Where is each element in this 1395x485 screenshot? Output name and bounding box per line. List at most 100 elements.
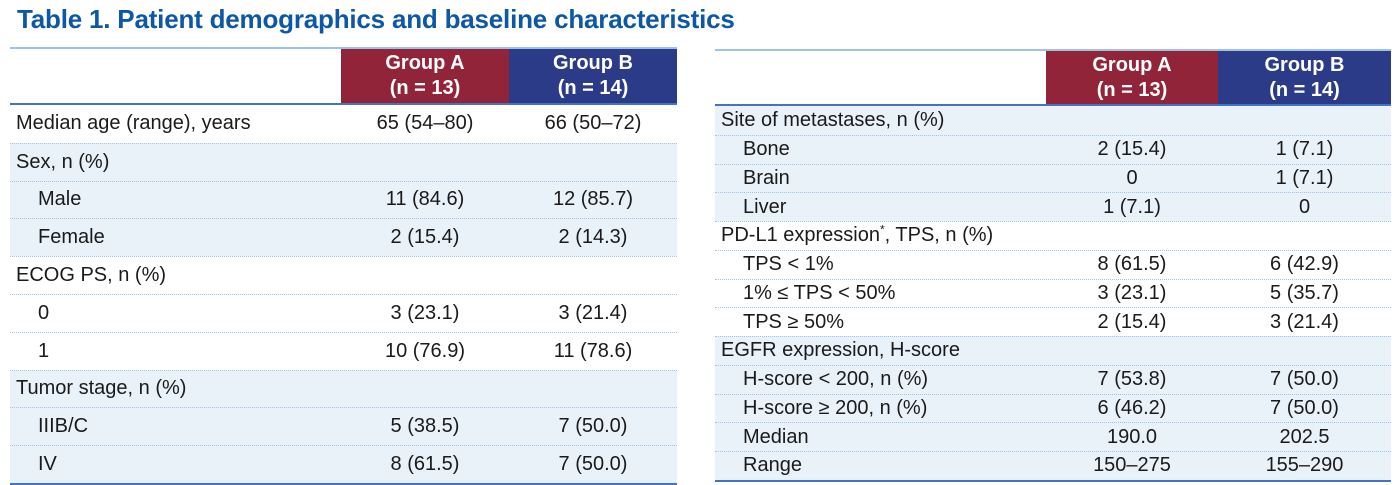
table-row-item: H-score ≥ 200, n (%) 6 (46.2) 7 (50.0) (715, 393, 1391, 423)
value-group-b: 7 (50.0) (558, 453, 628, 476)
table-row-item: IV 8 (61.5) 7 (50.0) (10, 445, 677, 483)
row-label: H-score < 200, n (%) (743, 368, 929, 391)
value-group-b: 6 (42.9) (1270, 253, 1339, 276)
group-b-label: Group B (553, 52, 633, 74)
value-group-b: 1 (7.1) (1275, 166, 1334, 189)
value-group-b: 7 (50.0) (1270, 368, 1339, 391)
group-b-header: Group B (n = 14) (509, 49, 677, 103)
row-label: Male (38, 188, 82, 211)
group-a-label: Group A (385, 52, 465, 74)
value-group-b: 66 (50–72) (544, 112, 642, 135)
page-title: Table 1. Patient demographics and baseli… (17, 4, 735, 34)
row-label: Bone (743, 138, 790, 161)
characteristics-table-right: Group A (n = 13) Group B (n = 14) Site o… (715, 49, 1391, 482)
group-b-n: (n = 14) (1269, 78, 1340, 101)
value-group-a: 190.0 (1106, 425, 1158, 448)
table-row-category: PD-L1 expression*, TPS, n (%) (715, 221, 1391, 250)
table-body: Site of metastases, n (%) Bone 2 (15.4) 1 (… (715, 106, 1391, 482)
row-label: Median (743, 425, 809, 448)
table-row-item: TPS < 1% 8 (61.5) 6 (42.9) (715, 249, 1391, 279)
table-row-item: Male 11 (84.6) 12 (85.7) (10, 180, 677, 219)
value-group-a: 11 (84.6) (385, 188, 465, 211)
group-a-label: Group A (1092, 53, 1172, 76)
table-row-item: Range 150–275 155–290 (715, 451, 1391, 480)
table-row-item: Bone 2 (15.4) 1 (7.1) (715, 134, 1391, 164)
row-label: Liver (743, 195, 787, 218)
value-group-b: 7 (50.0) (558, 415, 628, 438)
value-group-b: 5 (35.7) (1270, 281, 1339, 304)
table-body: Median age (range), years 65 (54–80) 66 (5… (10, 105, 677, 485)
value-group-a: 3 (23.1) (390, 301, 460, 324)
value-group-b: 1 (7.1) (1275, 138, 1334, 161)
header-label-spacer (10, 49, 341, 103)
table-row-category: EGFR expression, H-score (715, 336, 1391, 365)
row-label: Brain (743, 166, 790, 189)
table-row-item: Brain 0 1 (7.1) (715, 163, 1391, 193)
table-row-category: Site of metastases, n (%) (715, 106, 1391, 135)
row-label: Sex, n (%) (16, 150, 110, 173)
group-a-header: Group A (n = 13) (1046, 51, 1218, 104)
row-label: Tumor stage, n (%) (16, 377, 187, 400)
value-group-a: 2 (15.4) (390, 226, 460, 249)
value-group-a: 8 (61.5) (390, 453, 460, 476)
row-label: IV (38, 453, 57, 476)
row-label: H-score ≥ 200, n (%) (743, 396, 928, 419)
table-row-item: 1 10 (76.9) 11 (78.6) (10, 331, 677, 370)
header-label-spacer (715, 51, 1046, 104)
value-group-b: 7 (50.0) (1270, 396, 1339, 419)
row-label: ECOG PS, n (%) (16, 264, 167, 287)
table-row-item: Liver 1 (7.1) 0 (715, 192, 1391, 221)
value-group-b: 2 (14.3) (558, 226, 628, 249)
row-label: PD-L1 expression*, TPS, n (%) (721, 222, 994, 247)
row-label: 1% ≤ TPS < 50% (743, 281, 896, 304)
value-group-b: 3 (21.4) (558, 301, 628, 324)
value-group-a: 65 (54–80) (376, 112, 474, 135)
value-group-b: 155–290 (1265, 454, 1344, 477)
table-row-item: TPS ≥ 50% 2 (15.4) 3 (21.4) (715, 307, 1391, 336)
row-label: Range (743, 454, 802, 477)
table-row-item: 0 3 (23.1) 3 (21.4) (10, 293, 677, 332)
row-label: TPS ≥ 50% (743, 310, 845, 333)
row-label: EGFR expression, H-score (721, 339, 960, 362)
table-row-category: Tumor stage, n (%) (10, 369, 677, 408)
table-row-category: Median age (range), years 65 (54–80) 66 (5… (10, 105, 677, 143)
demographics-table-left: Group A (n = 13) Group B (n = 14) Median… (10, 47, 677, 485)
group-b-n: (n = 14) (557, 77, 629, 99)
row-label: Site of metastases, n (%) (721, 108, 945, 131)
value-group-a: 6 (46.2) (1097, 396, 1167, 419)
value-group-a: 150–275 (1093, 454, 1171, 477)
value-group-a: 2 (15.4) (1097, 138, 1167, 161)
group-b-header: Group B (n = 14) (1218, 51, 1391, 104)
table-row-item: H-score < 200, n (%) 7 (53.8) 7 (50.0) (715, 364, 1391, 394)
footnote-marker: * (879, 222, 885, 237)
value-group-a: 8 (61.5) (1097, 253, 1167, 276)
row-label: TPS < 1% (743, 253, 834, 276)
value-group-b: 3 (21.4) (1270, 310, 1339, 333)
value-group-b: 12 (85.7) (552, 188, 634, 211)
table-row-category: ECOG PS, n (%) (10, 256, 677, 294)
value-group-a: 0 (1126, 166, 1138, 189)
table-header-row: Group A (n = 13) Group B (n = 14) (10, 49, 677, 105)
table-row-item: IIIB/C 5 (38.5) 7 (50.0) (10, 407, 677, 446)
group-a-n: (n = 13) (389, 77, 461, 99)
row-label: Median age (range), years (16, 112, 251, 135)
value-group-b: 11 (78.6) (553, 339, 633, 362)
value-group-b: 0 (1298, 195, 1311, 218)
row-label: Female (38, 226, 105, 249)
row-label: 1 (38, 339, 50, 362)
value-group-a: 2 (15.4) (1097, 310, 1167, 333)
row-label: 0 (38, 301, 50, 324)
table-row-item: Female 2 (15.4) 2 (14.3) (10, 218, 677, 257)
value-group-a: 7 (53.8) (1097, 368, 1167, 391)
row-label: IIIB/C (38, 415, 89, 438)
group-a-header: Group A (n = 13) (341, 49, 509, 103)
value-group-a: 3 (23.1) (1097, 281, 1167, 304)
table-row-category: Sex, n (%) (10, 142, 677, 181)
value-group-a: 10 (76.9) (384, 339, 466, 362)
value-group-a: 5 (38.5) (390, 415, 460, 438)
table-header-row: Group A (n = 13) Group B (n = 14) (715, 51, 1391, 106)
value-group-b: 202.5 (1279, 425, 1330, 448)
group-a-n: (n = 13) (1096, 78, 1168, 101)
group-b-label: Group B (1264, 53, 1345, 76)
value-group-a: 1 (7.1) (1103, 195, 1161, 218)
